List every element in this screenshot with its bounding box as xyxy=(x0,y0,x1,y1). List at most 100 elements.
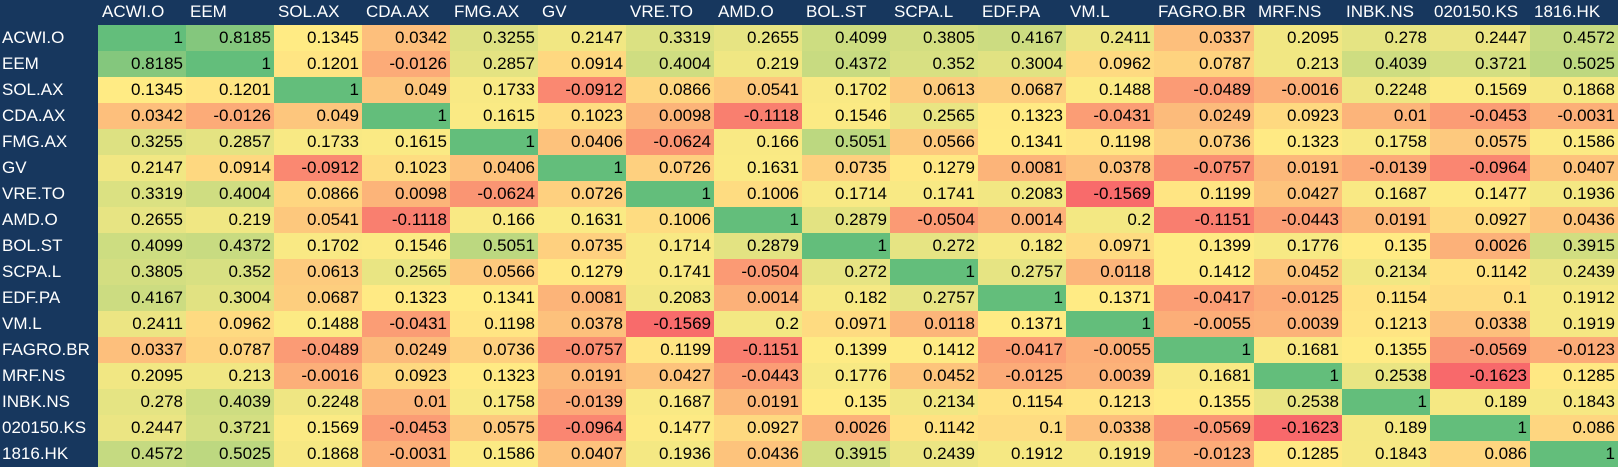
correlation-cell[interactable]: 0.1323 xyxy=(1254,129,1342,155)
diagonal-cell[interactable]: 1 xyxy=(1066,311,1154,337)
correlation-cell[interactable]: 0.0736 xyxy=(1154,129,1254,155)
correlation-cell[interactable]: 0.2538 xyxy=(1342,363,1430,389)
correlation-cell[interactable]: 0.1733 xyxy=(450,77,538,103)
diagonal-cell[interactable]: 1 xyxy=(626,181,714,207)
column-header[interactable]: VRE.TO xyxy=(626,0,714,25)
correlation-cell[interactable]: 0.1758 xyxy=(1342,129,1430,155)
correlation-cell[interactable]: 0.0971 xyxy=(802,311,890,337)
correlation-cell[interactable]: 0.4004 xyxy=(626,51,714,77)
correlation-cell[interactable]: 0.1631 xyxy=(714,155,802,181)
correlation-cell[interactable]: 0.0014 xyxy=(978,207,1066,233)
correlation-cell[interactable]: 0.8185 xyxy=(186,25,274,51)
correlation-cell[interactable]: 0.0914 xyxy=(186,155,274,181)
correlation-cell[interactable]: 0.1776 xyxy=(802,363,890,389)
row-header[interactable]: FAGRO.BR xyxy=(0,337,98,363)
correlation-cell[interactable]: 0.1399 xyxy=(802,337,890,363)
correlation-cell[interactable]: 0.2879 xyxy=(714,233,802,259)
correlation-cell[interactable]: -0.1569 xyxy=(1066,181,1154,207)
correlation-cell[interactable]: 0.1371 xyxy=(1066,285,1154,311)
correlation-cell[interactable]: 0.4167 xyxy=(98,285,186,311)
correlation-cell[interactable]: 0.1741 xyxy=(626,259,714,285)
correlation-cell[interactable]: 0.278 xyxy=(1342,25,1430,51)
correlation-cell[interactable]: 0.1702 xyxy=(802,77,890,103)
correlation-cell[interactable]: 0.1323 xyxy=(450,363,538,389)
correlation-cell[interactable]: 0.213 xyxy=(1254,51,1342,77)
correlation-cell[interactable]: 0.01 xyxy=(362,389,450,415)
correlation-cell[interactable]: -0.0031 xyxy=(362,441,450,467)
correlation-cell[interactable]: 0.4372 xyxy=(802,51,890,77)
correlation-cell[interactable]: 0.4572 xyxy=(98,441,186,467)
correlation-cell[interactable]: -0.0453 xyxy=(1430,103,1530,129)
correlation-cell[interactable]: 0.1546 xyxy=(362,233,450,259)
column-header[interactable]: EEM xyxy=(186,0,274,25)
correlation-cell[interactable]: 0.1714 xyxy=(802,181,890,207)
correlation-cell[interactable]: -0.0964 xyxy=(1430,155,1530,181)
row-header[interactable]: ACWI.O xyxy=(0,25,98,51)
correlation-cell[interactable]: 0.0026 xyxy=(1430,233,1530,259)
correlation-cell[interactable]: 0.2565 xyxy=(362,259,450,285)
correlation-cell[interactable]: 0.0407 xyxy=(1530,155,1618,181)
column-header[interactable]: VM.L xyxy=(1066,0,1154,25)
correlation-cell[interactable]: -0.0431 xyxy=(362,311,450,337)
correlation-cell[interactable]: 0.352 xyxy=(890,51,978,77)
correlation-cell[interactable]: 0.1569 xyxy=(274,415,362,441)
correlation-cell[interactable]: 0.2439 xyxy=(890,441,978,467)
correlation-cell[interactable]: 0.3805 xyxy=(98,259,186,285)
correlation-cell[interactable]: -0.0624 xyxy=(626,129,714,155)
correlation-cell[interactable]: 0.278 xyxy=(98,389,186,415)
correlation-cell[interactable]: 0.5025 xyxy=(1530,51,1618,77)
correlation-cell[interactable]: -0.1118 xyxy=(362,207,450,233)
correlation-cell[interactable]: 0.2083 xyxy=(626,285,714,311)
correlation-cell[interactable]: 0.1341 xyxy=(450,285,538,311)
correlation-cell[interactable]: 0.1285 xyxy=(1254,441,1342,467)
correlation-cell[interactable]: 0.0338 xyxy=(1066,415,1154,441)
column-header[interactable]: MRF.NS xyxy=(1254,0,1342,25)
correlation-cell[interactable]: 0.1213 xyxy=(1342,311,1430,337)
correlation-cell[interactable]: 0.182 xyxy=(978,233,1066,259)
correlation-cell[interactable]: -0.0757 xyxy=(1154,155,1254,181)
correlation-cell[interactable]: 0.272 xyxy=(802,259,890,285)
correlation-cell[interactable]: 0.1355 xyxy=(1154,389,1254,415)
correlation-cell[interactable]: 0.189 xyxy=(1430,389,1530,415)
correlation-cell[interactable]: 0.3721 xyxy=(1430,51,1530,77)
correlation-cell[interactable]: 0.4039 xyxy=(186,389,274,415)
correlation-cell[interactable]: -0.0139 xyxy=(538,389,626,415)
row-header[interactable]: 1816.HK xyxy=(0,441,98,467)
correlation-cell[interactable]: 0.0406 xyxy=(450,155,538,181)
correlation-cell[interactable]: 0.1919 xyxy=(1066,441,1154,467)
row-header[interactable]: VM.L xyxy=(0,311,98,337)
correlation-cell[interactable]: -0.0431 xyxy=(1066,103,1154,129)
column-header[interactable]: SCPA.L xyxy=(890,0,978,25)
correlation-cell[interactable]: 0.0338 xyxy=(1430,311,1530,337)
correlation-cell[interactable]: 0.0436 xyxy=(1530,207,1618,233)
correlation-cell[interactable]: 0.3255 xyxy=(450,25,538,51)
correlation-cell[interactable]: 0.1345 xyxy=(98,77,186,103)
correlation-cell[interactable]: 0.352 xyxy=(186,259,274,285)
diagonal-cell[interactable]: 1 xyxy=(538,155,626,181)
correlation-cell[interactable]: -0.0757 xyxy=(538,337,626,363)
correlation-cell[interactable]: -0.0453 xyxy=(362,415,450,441)
correlation-cell[interactable]: 0.0098 xyxy=(362,181,450,207)
column-header[interactable]: 020150.KS xyxy=(1430,0,1530,25)
correlation-cell[interactable]: 0.0541 xyxy=(274,207,362,233)
correlation-cell[interactable]: 0.1569 xyxy=(1430,77,1530,103)
row-header[interactable]: SOL.AX xyxy=(0,77,98,103)
correlation-cell[interactable]: -0.0125 xyxy=(978,363,1066,389)
correlation-cell[interactable]: -0.0055 xyxy=(1154,311,1254,337)
correlation-cell[interactable]: 0.189 xyxy=(1342,415,1430,441)
correlation-cell[interactable]: 0.1741 xyxy=(890,181,978,207)
correlation-cell[interactable]: 0.086 xyxy=(1430,441,1530,467)
correlation-cell[interactable]: 0.4004 xyxy=(186,181,274,207)
correlation-cell[interactable]: -0.0031 xyxy=(1530,103,1618,129)
correlation-cell[interactable]: 0.4099 xyxy=(802,25,890,51)
correlation-cell[interactable]: 0.1006 xyxy=(714,181,802,207)
correlation-cell[interactable]: 0.2134 xyxy=(1342,259,1430,285)
correlation-cell[interactable]: 0.0337 xyxy=(1154,25,1254,51)
correlation-cell[interactable]: 0.5051 xyxy=(802,129,890,155)
diagonal-cell[interactable]: 1 xyxy=(978,285,1066,311)
correlation-cell[interactable]: 0.272 xyxy=(890,233,978,259)
correlation-cell[interactable]: 0.1142 xyxy=(1430,259,1530,285)
correlation-cell[interactable]: 0.1868 xyxy=(274,441,362,467)
diagonal-cell[interactable]: 1 xyxy=(98,25,186,51)
correlation-cell[interactable]: 0.0342 xyxy=(362,25,450,51)
